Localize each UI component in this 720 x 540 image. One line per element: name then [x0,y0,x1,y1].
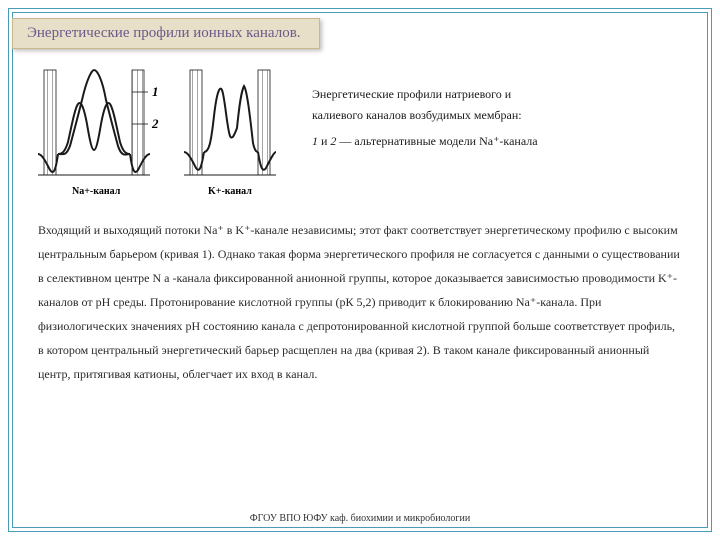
caption-line-3: 1 и 2 — альтернативные модели Na⁺-канала [312,133,688,150]
footer-text: ФГОУ ВПО ЮФУ каф. биохимии и микробиолог… [0,513,720,524]
slide-title: Энергетические профили ионных каналов. [27,25,301,41]
curve-label-2: 2 [151,116,159,131]
body-paragraph: Входящий и выходящий потоки Na⁺ в K⁺-кан… [38,218,682,386]
na-channel-label: Na+-канал [72,186,121,197]
curve-label-1: 1 [152,84,159,99]
energy-profile-diagram: 1 2 Na+-канал K+-канал [32,58,292,208]
k-channel-label: K+-канал [208,186,252,197]
diagram-caption: Энергетические профили натриевого и кали… [312,58,688,208]
caption-line-2: калиевого каналов возбудимых мембран: [312,107,688,124]
slide-title-banner: Энергетические профили ионных каналов. [12,18,320,49]
diagram-area: 1 2 Na+-канал K+-канал Энергетические пр… [32,58,688,208]
caption-line-1: Энергетические профили натриевого и [312,86,688,103]
